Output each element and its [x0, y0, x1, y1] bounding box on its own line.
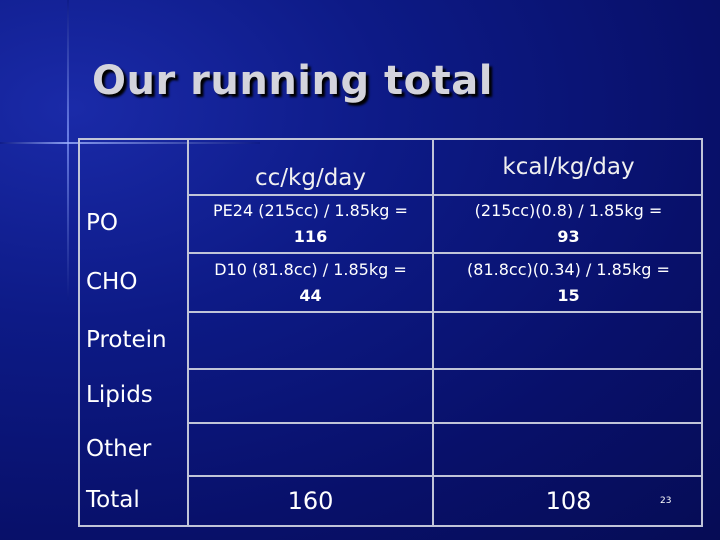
- table-row: Total 160 108: [80, 475, 703, 525]
- row-header-cell: Lipids: [80, 368, 187, 422]
- table-row: PO PE24 (215cc) / 1.85kg = 116 (215cc)(0.8)…: [80, 194, 703, 252]
- table-cell: (81.8cc)(0.34) / 1.85kg = 15: [432, 252, 703, 311]
- result-value: 44: [299, 285, 322, 305]
- column-header: cc/kg/day: [254, 165, 366, 191]
- table-row: cc/kg/day kcal/kg/day: [80, 140, 701, 194]
- formula-text: (81.8cc)(0.34) / 1.85kg =: [467, 259, 670, 279]
- table-cell: [432, 311, 703, 368]
- result-value: 93: [557, 227, 580, 246]
- table-cell: [432, 422, 703, 475]
- row-label: Lipids: [86, 382, 153, 408]
- row-header-cell: CHO: [80, 252, 187, 311]
- row-label: Total: [86, 487, 140, 513]
- formula-text: (215cc)(0.8) / 1.85kg =: [474, 201, 663, 220]
- row-header-cell: Protein: [80, 311, 187, 368]
- row-header-cell: PO: [80, 194, 187, 252]
- page-number: 23: [660, 496, 672, 506]
- row-header-cell: Other: [80, 422, 187, 475]
- table-cell: D10 (81.8cc) / 1.85kg = 44: [187, 252, 432, 311]
- table-cell: PE24 (215cc) / 1.85kg = 116: [187, 194, 432, 252]
- table-cell: [187, 311, 432, 368]
- result-value: 15: [557, 285, 580, 305]
- result-value: 160: [287, 487, 334, 515]
- row-label: CHO: [86, 268, 138, 295]
- table-cell: [187, 422, 432, 475]
- row-label: Protein: [86, 326, 167, 353]
- table-cell: [187, 368, 432, 422]
- table-cell: 160: [187, 475, 432, 525]
- result-value: 108: [545, 487, 592, 515]
- row-label: Other: [86, 435, 152, 462]
- table-cell: 108: [432, 475, 703, 525]
- table: cc/kg/day kcal/kg/day PO PE24 (215cc) / 1.8…: [78, 138, 703, 527]
- table-row: Other: [80, 422, 703, 475]
- decor-line: [0, 142, 260, 144]
- table-row: Protein: [80, 311, 703, 368]
- column-header: kcal/kg/day: [502, 154, 635, 180]
- table-row: Lipids: [80, 368, 703, 422]
- result-value: 116: [293, 227, 328, 246]
- decor-line: [67, 0, 69, 300]
- row-header-cell: Total: [80, 475, 187, 525]
- table-cell: (215cc)(0.8) / 1.85kg = 93: [432, 194, 703, 252]
- formula-text: PE24 (215cc) / 1.85kg =: [213, 201, 408, 220]
- row-label: PO: [86, 210, 118, 236]
- header-cell: cc/kg/day: [187, 140, 432, 194]
- formula-text: D10 (81.8cc) / 1.85kg =: [214, 259, 407, 279]
- header-cell: kcal/kg/day: [432, 140, 703, 194]
- table-row: CHO D10 (81.8cc) / 1.85kg = 44 (81.8cc)(0.3…: [80, 252, 703, 311]
- table-cell: [432, 368, 703, 422]
- slide-title: Our running total: [92, 58, 493, 104]
- table-cell: [80, 140, 187, 194]
